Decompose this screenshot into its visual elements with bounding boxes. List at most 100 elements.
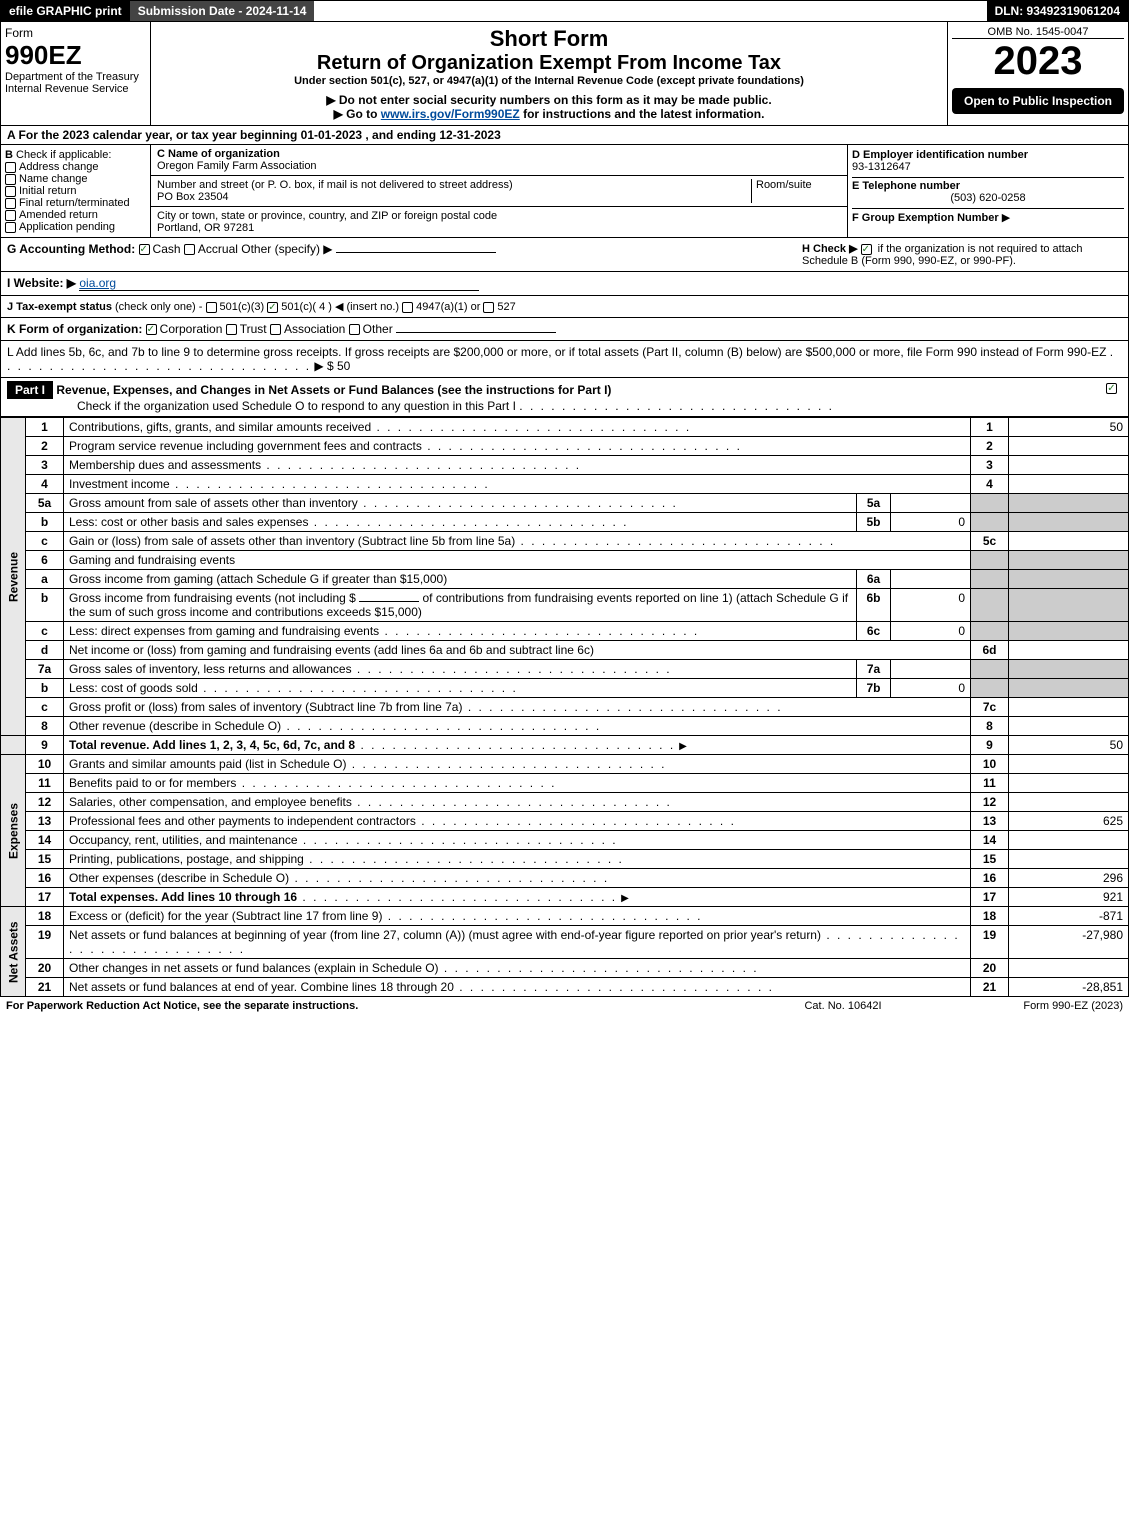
line-num: 18	[26, 907, 64, 926]
city-label: City or town, state or province, country…	[157, 210, 497, 222]
final-return-checkbox[interactable]	[5, 198, 16, 209]
other-org-label: Other	[363, 322, 393, 336]
line-ref: 14	[971, 831, 1009, 850]
dots-icon	[308, 515, 628, 529]
dots-icon	[304, 852, 624, 866]
table-row: b Less: cost or other basis and sales ex…	[1, 513, 1129, 532]
name-change-checkbox[interactable]	[5, 174, 16, 185]
527-checkbox[interactable]	[483, 302, 494, 313]
row-l: L Add lines 5b, 6c, and 7b to line 9 to …	[0, 341, 1129, 378]
line-num: 19	[26, 926, 64, 959]
dots-icon	[379, 624, 699, 638]
line-amount	[1009, 717, 1129, 736]
amended-return-checkbox[interactable]	[5, 210, 16, 221]
schedule-o-checkbox[interactable]	[1106, 383, 1117, 394]
line-num: 8	[26, 717, 64, 736]
shaded-cell	[971, 589, 1009, 622]
line-ref: 18	[971, 907, 1009, 926]
line-num: 11	[26, 774, 64, 793]
row-g-h: G Accounting Method: Cash Accrual Other …	[0, 238, 1129, 272]
dots-icon	[519, 399, 834, 413]
shaded-cell	[1009, 551, 1129, 570]
table-row: 5a Gross amount from sale of assets othe…	[1, 494, 1129, 513]
dots-icon	[261, 458, 581, 472]
goto-link[interactable]: ▶ Go to www.irs.gov/Form990EZ for instru…	[155, 107, 943, 121]
other-org-checkbox[interactable]	[349, 324, 360, 335]
address-change-checkbox[interactable]	[5, 162, 16, 173]
website-link[interactable]: oia.org	[79, 276, 479, 291]
line-ref: 11	[971, 774, 1009, 793]
row-j: J Tax-exempt status (check only one) - 5…	[0, 296, 1129, 318]
line-text: Printing, publications, postage, and shi…	[69, 852, 304, 866]
501c-checkbox[interactable]	[267, 302, 278, 313]
dots-icon	[439, 961, 759, 975]
irs-link[interactable]: www.irs.gov/Form990EZ	[381, 107, 520, 121]
dots-icon	[352, 662, 672, 676]
dots-icon	[462, 700, 782, 714]
line-num: 16	[26, 869, 64, 888]
trust-label: Trust	[240, 322, 267, 336]
table-row: d Net income or (loss) from gaming and f…	[1, 641, 1129, 660]
line-l-amount: ▶ $ 50	[314, 359, 350, 373]
line-amount	[1009, 850, 1129, 869]
arrow-icon: ▶	[1002, 212, 1010, 224]
initial-return-label: Initial return	[19, 185, 76, 197]
dept-treasury: Department of the Treasury	[5, 71, 146, 83]
association-checkbox[interactable]	[270, 324, 281, 335]
line-text: Gross sales of inventory, less returns a…	[69, 662, 352, 676]
501c3-checkbox[interactable]	[206, 302, 217, 313]
corporation-checkbox[interactable]	[146, 324, 157, 335]
line-text: Less: cost or other basis and sales expe…	[69, 515, 308, 529]
sub-amount	[891, 660, 971, 679]
accrual-label: Accrual	[198, 242, 238, 256]
dots-icon	[515, 534, 835, 548]
other-specify-input[interactable]	[336, 252, 496, 253]
application-pending-checkbox[interactable]	[5, 222, 16, 233]
501c-label: 501(c)( 4 ) ◀ (insert no.)	[281, 301, 399, 313]
association-label: Association	[284, 322, 345, 336]
accrual-checkbox[interactable]	[184, 244, 195, 255]
schedule-b-checkbox[interactable]	[861, 244, 872, 255]
dots-icon	[236, 776, 556, 790]
line-ref: 21	[971, 978, 1009, 997]
trust-checkbox[interactable]	[226, 324, 237, 335]
shaded-cell	[971, 679, 1009, 698]
dots-icon	[170, 477, 490, 491]
open-inspection: Open to Public Inspection	[952, 88, 1124, 114]
column-d: D Employer identification number 93-1312…	[848, 145, 1128, 237]
line-text: Other changes in net assets or fund bala…	[69, 961, 439, 975]
line-ref: 10	[971, 755, 1009, 774]
sub-amount	[891, 494, 971, 513]
dln-label: DLN: 93492319061204	[987, 1, 1128, 21]
dots-icon	[346, 757, 666, 771]
shaded-cell	[1009, 570, 1129, 589]
line-num: 21	[26, 978, 64, 997]
table-row: Net Assets 18 Excess or (deficit) for th…	[1, 907, 1129, 926]
table-row: 14 Occupancy, rent, utilities, and maint…	[1, 831, 1129, 850]
line-num: 2	[26, 437, 64, 456]
4947-label: 4947(a)(1) or	[416, 301, 480, 313]
table-row: 7a Gross sales of inventory, less return…	[1, 660, 1129, 679]
h-label: H Check ▶	[802, 243, 858, 255]
line-num: 4	[26, 475, 64, 494]
4947-checkbox[interactable]	[402, 302, 413, 313]
revenue-side-label: Revenue	[1, 418, 26, 736]
line-ref: 16	[971, 869, 1009, 888]
city-value: Portland, OR 97281	[157, 222, 254, 234]
efile-print-button[interactable]: efile GRAPHIC print	[1, 1, 130, 21]
dept-irs: Internal Revenue Service	[5, 83, 146, 95]
form-of-org-label: K Form of organization:	[7, 322, 142, 336]
line-amount: 625	[1009, 812, 1129, 831]
sub-label: 6b	[857, 589, 891, 622]
cash-checkbox[interactable]	[139, 244, 150, 255]
other-org-input[interactable]	[396, 332, 556, 333]
initial-return-checkbox[interactable]	[5, 186, 16, 197]
line-amount	[1009, 475, 1129, 494]
line-amount	[1009, 831, 1129, 850]
line-num: 6	[26, 551, 64, 570]
table-row: Revenue 1 Contributions, gifts, grants, …	[1, 418, 1129, 437]
contrib-input[interactable]	[359, 601, 419, 602]
line-text: Gross profit or (loss) from sales of inv…	[69, 700, 462, 714]
form-number: 990EZ	[5, 40, 146, 71]
room-suite-label: Room/suite	[751, 179, 841, 203]
